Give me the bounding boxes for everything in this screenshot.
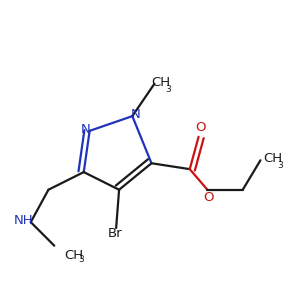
Text: 3: 3 xyxy=(166,85,171,94)
Text: CH: CH xyxy=(152,76,171,89)
Text: 3: 3 xyxy=(79,254,85,263)
Text: CH: CH xyxy=(64,249,84,262)
Text: 3: 3 xyxy=(278,161,283,170)
Text: O: O xyxy=(195,121,205,134)
Text: N: N xyxy=(131,108,141,121)
Text: CH: CH xyxy=(263,152,283,165)
Text: O: O xyxy=(204,191,214,204)
Text: Br: Br xyxy=(107,226,122,240)
Text: NH: NH xyxy=(14,214,34,227)
Text: N: N xyxy=(81,123,91,136)
